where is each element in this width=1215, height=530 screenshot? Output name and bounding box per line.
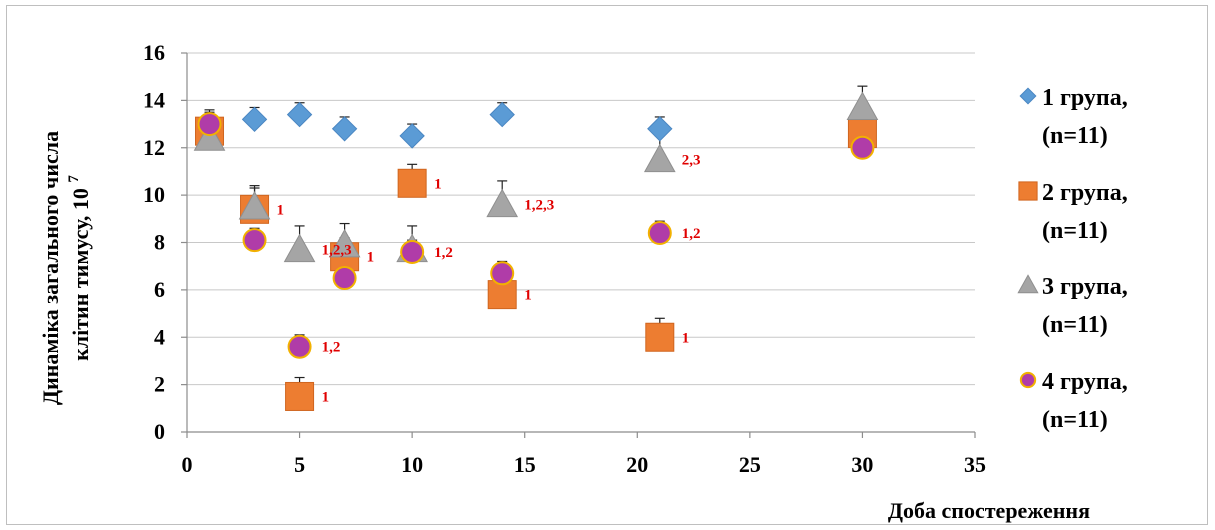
point-series1-2 bbox=[241, 106, 268, 133]
annotation-series3-7: 2,3 bbox=[682, 153, 701, 169]
annotation-series2-5: 1 bbox=[434, 176, 442, 192]
point-series3-1 bbox=[193, 122, 226, 151]
legend-label-1-line1: 1 група, bbox=[1042, 85, 1128, 111]
data-points bbox=[193, 91, 879, 411]
legend-label-3-line2: (n=11) bbox=[1042, 312, 1108, 338]
legend-label-4-line2: (n=11) bbox=[1042, 407, 1108, 433]
y-tick-label-5: 10 bbox=[143, 182, 165, 207]
y-tick-label-0: 0 bbox=[154, 419, 165, 444]
point-series4-2 bbox=[242, 228, 267, 253]
point-series4-8 bbox=[850, 135, 875, 160]
legend-marker-1 bbox=[1019, 87, 1037, 105]
legend: 1 група, (n=11) 2 група, (n=11) 3 група, (n=1… bbox=[1017, 85, 1128, 433]
legend-label-1-line2: (n=11) bbox=[1042, 123, 1108, 149]
y-tick-label-1: 2 bbox=[154, 372, 165, 397]
legend-marker-3 bbox=[1017, 274, 1039, 294]
y-tick-label-4: 8 bbox=[154, 230, 165, 255]
gridlines bbox=[187, 52, 975, 386]
annotation-series3-3: 1,2,3 bbox=[322, 243, 352, 259]
point-series3-8 bbox=[846, 91, 879, 120]
legend-marker-4 bbox=[1019, 371, 1037, 389]
annotation-series4-3: 1,2 bbox=[322, 340, 341, 356]
point-series2-5 bbox=[397, 168, 427, 198]
annotation-series2-6: 1 bbox=[524, 288, 532, 304]
annotation-series4-7: 1,2 bbox=[682, 226, 701, 242]
y-axis-title-line2: клітин тимусу, 10 7 bbox=[66, 175, 93, 361]
annotations: 1 1 1 1 1 1 1,2,3 1,2,3 2,3 1,2 1,2 1,2 bbox=[277, 153, 701, 406]
x-tick-label-4: 20 bbox=[626, 452, 648, 477]
legend-label-2-line2: (n=11) bbox=[1042, 218, 1108, 244]
point-series4-3 bbox=[287, 334, 312, 359]
point-series3-7 bbox=[643, 143, 676, 173]
point-series4-5 bbox=[400, 239, 425, 264]
y-axis-title-exponent: 7 bbox=[66, 175, 82, 183]
point-series2-3 bbox=[285, 381, 315, 411]
x-tick-label-1: 5 bbox=[294, 452, 305, 477]
x-tick-label-0: 0 bbox=[182, 452, 193, 477]
point-series3-3 bbox=[283, 233, 316, 263]
point-series1-6 bbox=[489, 101, 515, 128]
y-tick-label-7: 14 bbox=[143, 87, 165, 112]
point-series3-4 bbox=[328, 228, 361, 258]
legend-marker-2 bbox=[1018, 181, 1038, 201]
x-tick-label-6: 30 bbox=[851, 452, 873, 477]
annotation-series4-5: 1,2 bbox=[434, 245, 453, 261]
annotation-series2-3: 1 bbox=[322, 389, 330, 405]
point-series3-6 bbox=[486, 188, 519, 218]
legend-label-4-line1: 4 група, bbox=[1042, 369, 1128, 395]
point-series3-2 bbox=[238, 190, 271, 220]
y-axis-title-line1: Динаміка загального числа bbox=[38, 131, 63, 405]
y-tick-label-6: 12 bbox=[143, 135, 165, 160]
x-tick-label-5: 25 bbox=[739, 452, 761, 477]
point-series4-4 bbox=[332, 266, 357, 291]
point-series1-4 bbox=[331, 116, 358, 142]
point-series1-7 bbox=[647, 116, 673, 142]
x-axis-title: Доба спостереження bbox=[888, 498, 1090, 523]
annotation-series2-2: 1 bbox=[277, 202, 285, 218]
y-tick-label-8: 16 bbox=[143, 40, 165, 65]
legend-label-2-line1: 2 група, bbox=[1042, 180, 1128, 206]
axes bbox=[181, 52, 976, 438]
point-series4-7 bbox=[647, 221, 672, 246]
point-series1-5 bbox=[399, 123, 425, 149]
y-axis-title-base: клітин тимусу, 10 bbox=[68, 188, 93, 361]
annotation-series3-6: 1,2,3 bbox=[524, 198, 554, 214]
point-series1-3 bbox=[286, 101, 313, 128]
annotation-series2-7: 1 bbox=[682, 330, 690, 346]
point-series4-1 bbox=[197, 112, 222, 137]
y-tick-label-2: 4 bbox=[154, 324, 165, 349]
legend-label-3-line1: 3 група, bbox=[1042, 274, 1128, 300]
y-tick-label-3: 6 bbox=[154, 277, 165, 302]
point-series2-7 bbox=[645, 322, 675, 352]
tick-labels: 0 2 4 6 8 10 12 14 16 0 5 10 15 20 25 30 35 bbox=[143, 40, 986, 477]
annotation-series2-4: 1 bbox=[367, 250, 375, 266]
x-tick-label-7: 35 bbox=[964, 452, 986, 477]
point-series4-6 bbox=[490, 261, 515, 286]
chart-frame bbox=[6, 5, 1208, 525]
x-tick-label-2: 10 bbox=[401, 452, 423, 477]
x-tick-label-3: 15 bbox=[514, 452, 536, 477]
